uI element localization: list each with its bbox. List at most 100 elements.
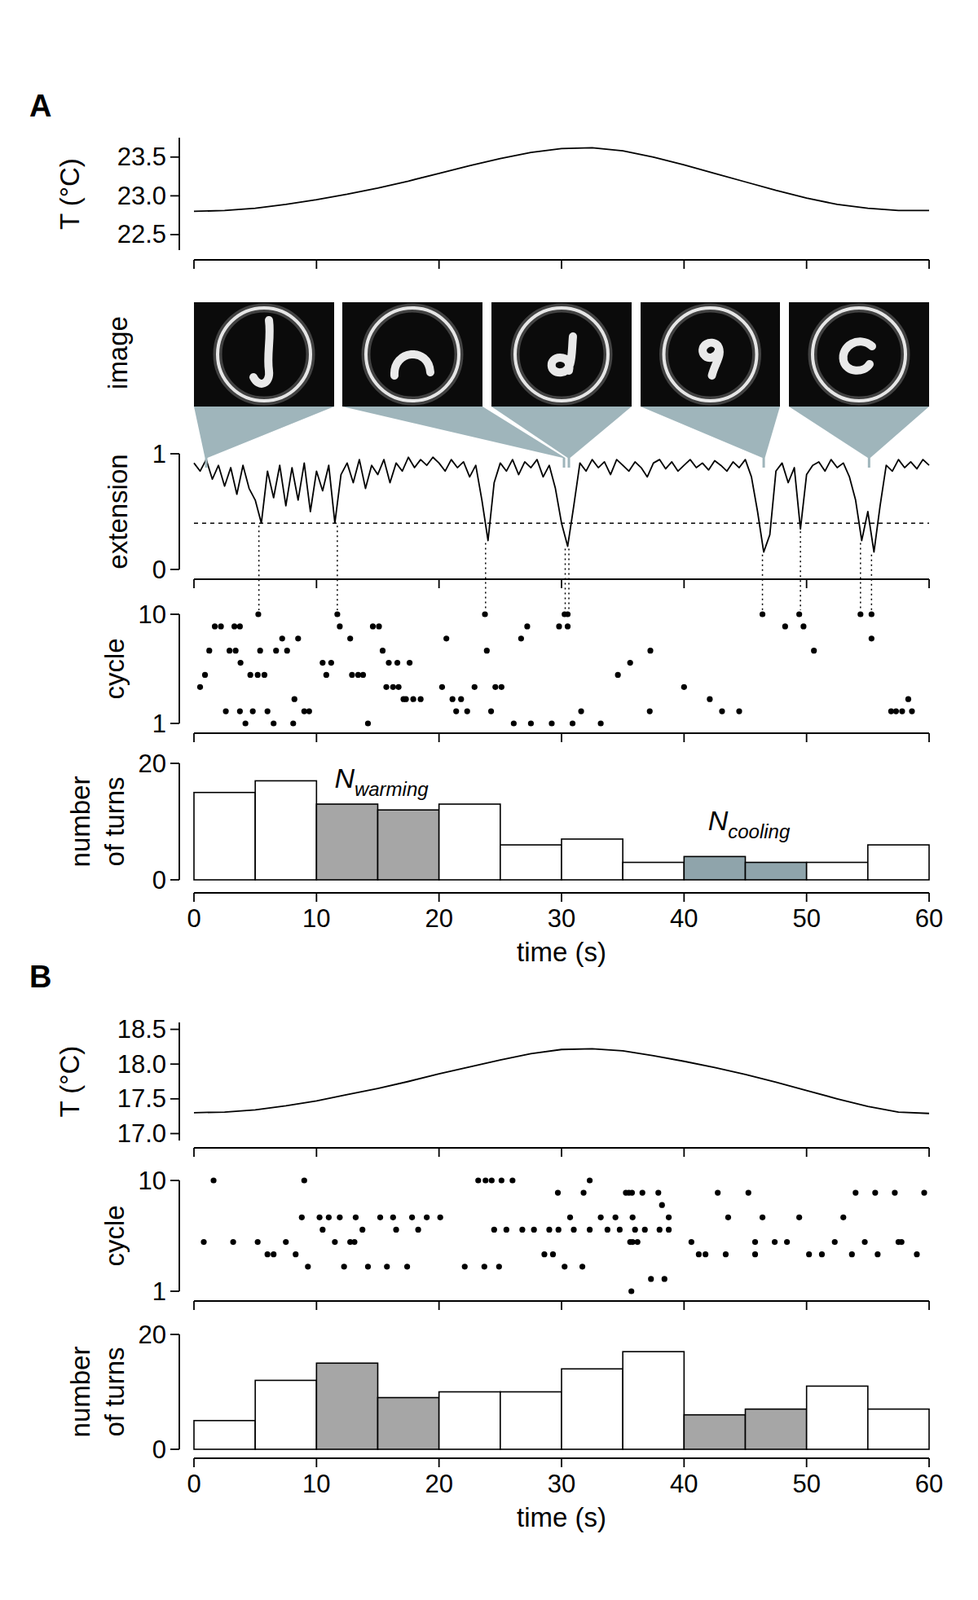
data-point xyxy=(782,623,789,630)
histogram-bar xyxy=(378,810,440,881)
y-axis-label: of turns xyxy=(99,1347,130,1437)
data-point xyxy=(247,672,254,679)
data-point xyxy=(402,696,409,703)
y-tick-label: 0 xyxy=(152,866,167,895)
y-axis xyxy=(178,137,181,251)
data-point xyxy=(541,1251,547,1258)
data-point xyxy=(642,1227,648,1234)
x-tick-label: 30 xyxy=(547,1470,576,1499)
frame-connector-tip xyxy=(867,458,871,468)
data-point xyxy=(365,720,371,727)
plot-area xyxy=(193,1048,930,1114)
data-point xyxy=(409,1215,415,1221)
data-point xyxy=(615,672,622,679)
y-tick-label: 0 xyxy=(152,555,167,585)
data-point xyxy=(202,672,208,679)
y-tick-label: 20 xyxy=(138,1321,167,1350)
data-point xyxy=(696,1251,702,1258)
x-tick xyxy=(315,893,318,903)
data-point xyxy=(370,623,376,630)
x-tick xyxy=(193,1458,195,1468)
data-point xyxy=(475,1177,481,1184)
data-point xyxy=(351,1239,357,1246)
data-point xyxy=(688,1239,695,1246)
x-tick xyxy=(560,259,563,269)
histogram-bar xyxy=(806,1386,868,1450)
y-tick xyxy=(170,722,180,725)
data-point xyxy=(908,709,915,715)
data-point xyxy=(482,1177,489,1184)
dish-glow xyxy=(365,308,459,401)
data-point xyxy=(920,1190,927,1197)
data-point xyxy=(796,611,802,617)
data-point xyxy=(210,1177,216,1184)
data-point xyxy=(306,709,313,715)
y-tick xyxy=(170,453,180,455)
data-point xyxy=(316,1215,322,1221)
data-point xyxy=(598,720,604,727)
x-tick xyxy=(928,1458,930,1468)
data-point xyxy=(230,1239,237,1246)
data-point xyxy=(656,1227,663,1234)
y-tick-label: 18.5 xyxy=(117,1015,167,1045)
data-point xyxy=(548,720,555,727)
data-point xyxy=(222,709,229,715)
data-point xyxy=(341,1264,348,1270)
data-point xyxy=(702,1251,709,1258)
data-point xyxy=(304,1264,311,1270)
x-tick-label: 10 xyxy=(302,904,331,934)
data-point xyxy=(868,611,875,617)
data-point xyxy=(464,709,471,715)
data-point xyxy=(390,1215,397,1221)
data-point xyxy=(647,709,653,715)
data-point xyxy=(292,1251,299,1258)
chart-line: 22.523.023.5T (°C) xyxy=(54,137,930,269)
x-tick xyxy=(806,1458,808,1468)
data-point xyxy=(359,1227,366,1234)
frame-connector-tip xyxy=(568,458,571,468)
data-point xyxy=(377,1215,384,1221)
y-tick xyxy=(170,568,180,571)
x-tick xyxy=(928,259,930,269)
histogram-bar xyxy=(378,1398,440,1450)
data-point xyxy=(226,647,233,654)
data-point xyxy=(279,635,286,642)
x-tick xyxy=(193,1148,195,1158)
data-point xyxy=(498,684,505,691)
data-point xyxy=(665,1215,672,1221)
y-tick-label: 10 xyxy=(138,1167,167,1196)
data-point xyxy=(872,1190,878,1197)
dish-glow xyxy=(664,308,758,401)
histogram-bar xyxy=(622,1352,684,1450)
frame-connector xyxy=(640,406,780,459)
y-tick-label: 1 xyxy=(152,709,167,739)
data-point xyxy=(580,1190,586,1197)
panel-label: B xyxy=(29,960,52,995)
y-axis-label: cycle xyxy=(99,638,130,700)
x-tick xyxy=(315,1458,318,1468)
data-point xyxy=(752,1239,758,1246)
data-point xyxy=(383,1264,390,1270)
data-point xyxy=(655,1190,661,1197)
turn-connector xyxy=(859,543,862,612)
data-point xyxy=(893,709,899,715)
y-tick-label: 23.0 xyxy=(117,181,167,211)
x-tick xyxy=(438,1301,441,1311)
x-tick-label: 40 xyxy=(669,1470,698,1499)
y-tick-label: 17.5 xyxy=(117,1084,167,1114)
x-tick xyxy=(928,579,930,589)
dish-glow xyxy=(515,308,608,401)
y-axis xyxy=(178,1180,181,1292)
data-point xyxy=(579,1264,586,1270)
data-point xyxy=(868,635,875,642)
data-point xyxy=(665,1227,672,1234)
data-point xyxy=(586,1227,593,1234)
data-point xyxy=(555,1190,561,1197)
y-axis xyxy=(178,453,181,570)
data-point xyxy=(242,720,249,727)
data-point xyxy=(406,660,413,666)
data-point xyxy=(395,684,401,691)
plot-area xyxy=(193,457,930,552)
worm xyxy=(394,354,431,376)
frame-image xyxy=(342,302,483,407)
